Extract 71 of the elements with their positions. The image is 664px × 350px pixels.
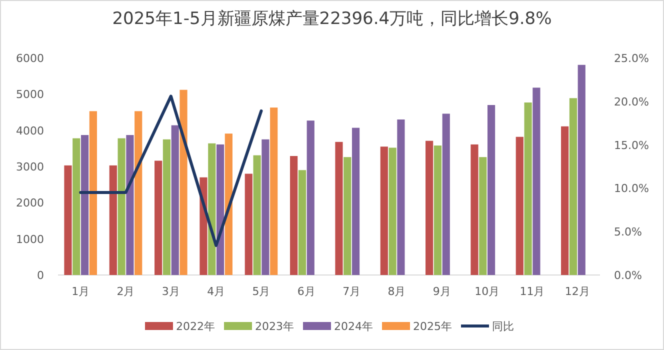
x-tick-label: 5月 — [252, 285, 270, 298]
x-tick-label: 11月 — [520, 285, 545, 298]
y-tick-label: 4000 — [16, 124, 44, 138]
x-tick-label: 8月 — [388, 285, 406, 298]
y-tick-label: 0 — [37, 269, 44, 282]
chart-title: 2025年1-5月新疆原煤产量22396.4万吨，同比增长9.8% — [112, 9, 552, 29]
y2-tick-label: 15.0% — [614, 138, 649, 152]
bar — [216, 144, 224, 275]
bar — [224, 134, 232, 275]
bar — [171, 125, 179, 275]
x-tick-label: 7月 — [342, 285, 361, 298]
y2-tick-label: 20.0% — [614, 95, 649, 108]
bar — [134, 111, 142, 275]
x-tick-label: 3月 — [162, 285, 180, 298]
legend-label: 同比 — [492, 320, 514, 333]
bar — [126, 135, 134, 275]
bar — [397, 119, 405, 275]
bar — [72, 138, 80, 275]
bar — [479, 157, 487, 275]
bar — [162, 139, 171, 275]
bar — [434, 146, 442, 275]
bar — [290, 156, 298, 275]
bar — [306, 120, 314, 275]
bar — [442, 114, 450, 275]
x-tick-label: 10月 — [474, 285, 500, 298]
x-tick-label: 1月 — [72, 285, 90, 298]
bar — [253, 155, 261, 275]
bar — [487, 105, 496, 275]
bar — [470, 144, 478, 275]
y2-tick-label: 10.0% — [614, 182, 649, 196]
bar — [298, 170, 306, 275]
y-tick-label: 5000 — [16, 88, 44, 102]
legend-label: 2025年 — [413, 320, 452, 333]
bar — [244, 174, 252, 275]
bar — [154, 160, 162, 275]
bar — [524, 102, 532, 275]
legend-label: 2022年 — [176, 320, 215, 333]
bar — [352, 128, 360, 275]
bar — [532, 88, 540, 275]
bar — [118, 138, 126, 275]
bar — [578, 64, 586, 275]
x-tick-label: 12月 — [564, 285, 590, 298]
bar — [426, 140, 434, 275]
y2-tick-label: 0.0% — [614, 269, 642, 282]
bar — [516, 136, 524, 275]
legend-label: 2023年 — [255, 320, 294, 333]
bar — [64, 165, 72, 275]
bar — [262, 139, 270, 275]
y2-tick-label: 25.0% — [614, 52, 649, 65]
x-tick-label: 6月 — [297, 285, 316, 298]
bar — [561, 126, 569, 275]
y2-tick-label: 5.0% — [614, 226, 642, 239]
y-tick-label: 6000 — [16, 52, 44, 65]
bar — [569, 98, 578, 275]
y-tick-label: 2000 — [16, 196, 44, 210]
bar — [89, 111, 97, 275]
legend-label: 2024年 — [334, 320, 373, 333]
bar — [380, 146, 388, 275]
bar — [344, 157, 352, 275]
bar — [335, 142, 343, 275]
x-tick-label: 9月 — [432, 285, 451, 298]
bar — [208, 143, 216, 275]
bar — [80, 135, 89, 275]
bar — [270, 108, 278, 275]
x-tick-label: 2月 — [116, 285, 135, 298]
bar — [180, 90, 188, 275]
y-tick-label: 3000 — [16, 160, 44, 174]
y-tick-label: 1000 — [16, 232, 44, 246]
bar — [109, 165, 117, 275]
x-tick-label: 4月 — [207, 285, 226, 298]
bar — [388, 148, 396, 275]
